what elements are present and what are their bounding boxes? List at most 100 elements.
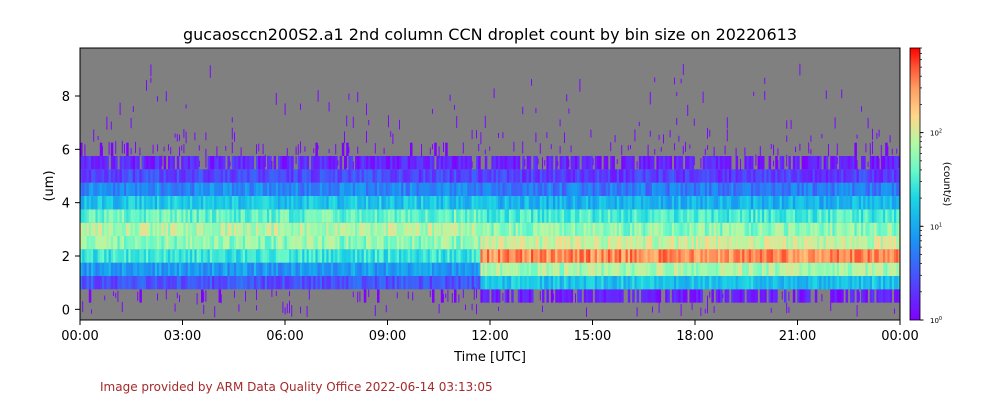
sparse-count-mark — [357, 91, 359, 103]
heatmap-cell — [544, 182, 547, 196]
heatmap-cell — [702, 262, 706, 276]
heatmap-cell — [533, 182, 536, 196]
sparse-count-mark — [229, 161, 231, 167]
heatmap-cell — [412, 182, 415, 196]
heatmap-cell — [234, 209, 237, 223]
heatmap-cell — [99, 182, 103, 196]
heatmap-cell — [185, 222, 189, 236]
heatmap-cell — [592, 276, 596, 290]
heatmap-cell — [115, 196, 118, 210]
heatmap-cell — [489, 276, 492, 290]
heatmap-cell — [751, 262, 754, 276]
sparse-count-mark — [139, 147, 141, 156]
heatmap-cell — [352, 249, 356, 263]
heatmap-cell — [267, 222, 270, 236]
heatmap-cell — [630, 196, 633, 210]
heatmap-cell — [817, 262, 820, 276]
heatmap-cell — [788, 156, 791, 170]
heatmap-cell — [513, 276, 516, 290]
heatmap-cell — [170, 236, 173, 250]
heatmap-cell — [740, 196, 743, 210]
heatmap-cell — [564, 222, 567, 236]
heatmap-cell — [821, 262, 824, 276]
heatmap-cell — [737, 196, 741, 210]
heatmap-cell — [451, 262, 455, 276]
sparse-count-mark — [627, 145, 629, 151]
heatmap-cell — [319, 196, 323, 210]
heatmap-cell — [641, 249, 644, 263]
heatmap-cell — [700, 262, 703, 276]
heatmap-cell — [614, 249, 618, 263]
heatmap-cell — [293, 236, 296, 250]
heatmap-cell — [410, 209, 413, 223]
heatmap-cell — [522, 289, 525, 303]
heatmap-cell — [289, 196, 292, 210]
heatmap-cell — [759, 289, 763, 303]
heatmap-cell — [412, 156, 415, 170]
heatmap-cell — [128, 156, 131, 170]
heatmap-cell — [396, 196, 400, 210]
heatmap-cell — [460, 222, 464, 236]
heatmap-cell — [152, 169, 156, 183]
sparse-count-mark — [880, 145, 882, 157]
heatmap-cell — [847, 196, 851, 210]
heatmap-cell — [214, 249, 217, 263]
heatmap-cell — [812, 222, 816, 236]
heatmap-cell — [537, 169, 541, 183]
sparse-count-mark — [836, 143, 838, 156]
heatmap-cell — [614, 196, 618, 210]
heatmap-cell — [577, 289, 580, 303]
heatmap-cell — [286, 249, 290, 263]
heatmap-cell — [847, 169, 851, 183]
heatmap-cell — [99, 262, 103, 276]
x-tick-label: 18:00 — [676, 329, 713, 344]
heatmap-cell — [759, 182, 763, 196]
heatmap-cell — [172, 249, 175, 263]
heatmap-cell — [121, 262, 125, 276]
heatmap-cell — [379, 169, 382, 183]
heatmap-cell — [304, 276, 307, 290]
heatmap-cell — [242, 222, 246, 236]
heatmap-cell — [636, 289, 640, 303]
heatmap-cell — [621, 182, 624, 196]
heatmap-cell — [550, 276, 554, 290]
heatmap-cell — [104, 169, 107, 183]
heatmap-cell — [352, 196, 356, 210]
heatmap-cell — [381, 249, 384, 263]
heatmap-cell — [876, 289, 879, 303]
heatmap-cell — [603, 289, 607, 303]
sparse-count-mark — [396, 292, 398, 299]
heatmap-cell — [665, 156, 668, 170]
heatmap-cell — [775, 249, 778, 263]
heatmap-cell — [894, 249, 897, 263]
heatmap-cell — [731, 236, 734, 250]
heatmap-cell — [680, 236, 684, 250]
heatmap-cell — [273, 156, 277, 170]
heatmap-cell — [579, 182, 582, 196]
heatmap-cell — [99, 249, 103, 263]
heatmap-cell — [113, 209, 116, 223]
heatmap-cell — [654, 276, 657, 290]
heatmap-cell — [229, 196, 233, 210]
sparse-count-mark — [163, 146, 165, 152]
heatmap-cell — [689, 196, 692, 210]
heatmap-cell — [674, 209, 677, 223]
heatmap-cell — [405, 236, 409, 250]
heatmap-cell — [429, 222, 433, 236]
heatmap-cell — [636, 196, 640, 210]
heatmap-cell — [443, 276, 446, 290]
heatmap-cell — [641, 209, 644, 223]
heatmap-cell — [350, 169, 354, 183]
heatmap-cell — [711, 236, 714, 250]
heatmap-cell — [652, 182, 655, 196]
sparse-count-mark — [421, 144, 422, 158]
heatmap-cell — [427, 169, 431, 183]
heatmap-cell — [790, 249, 794, 263]
heatmap-cell — [863, 196, 866, 210]
heatmap-cell — [883, 289, 886, 303]
heatmap-cell — [262, 182, 266, 196]
heatmap-cell — [599, 196, 602, 210]
heatmap-cell — [539, 222, 543, 236]
heatmap-cell — [278, 222, 281, 236]
heatmap-cell — [526, 169, 530, 183]
